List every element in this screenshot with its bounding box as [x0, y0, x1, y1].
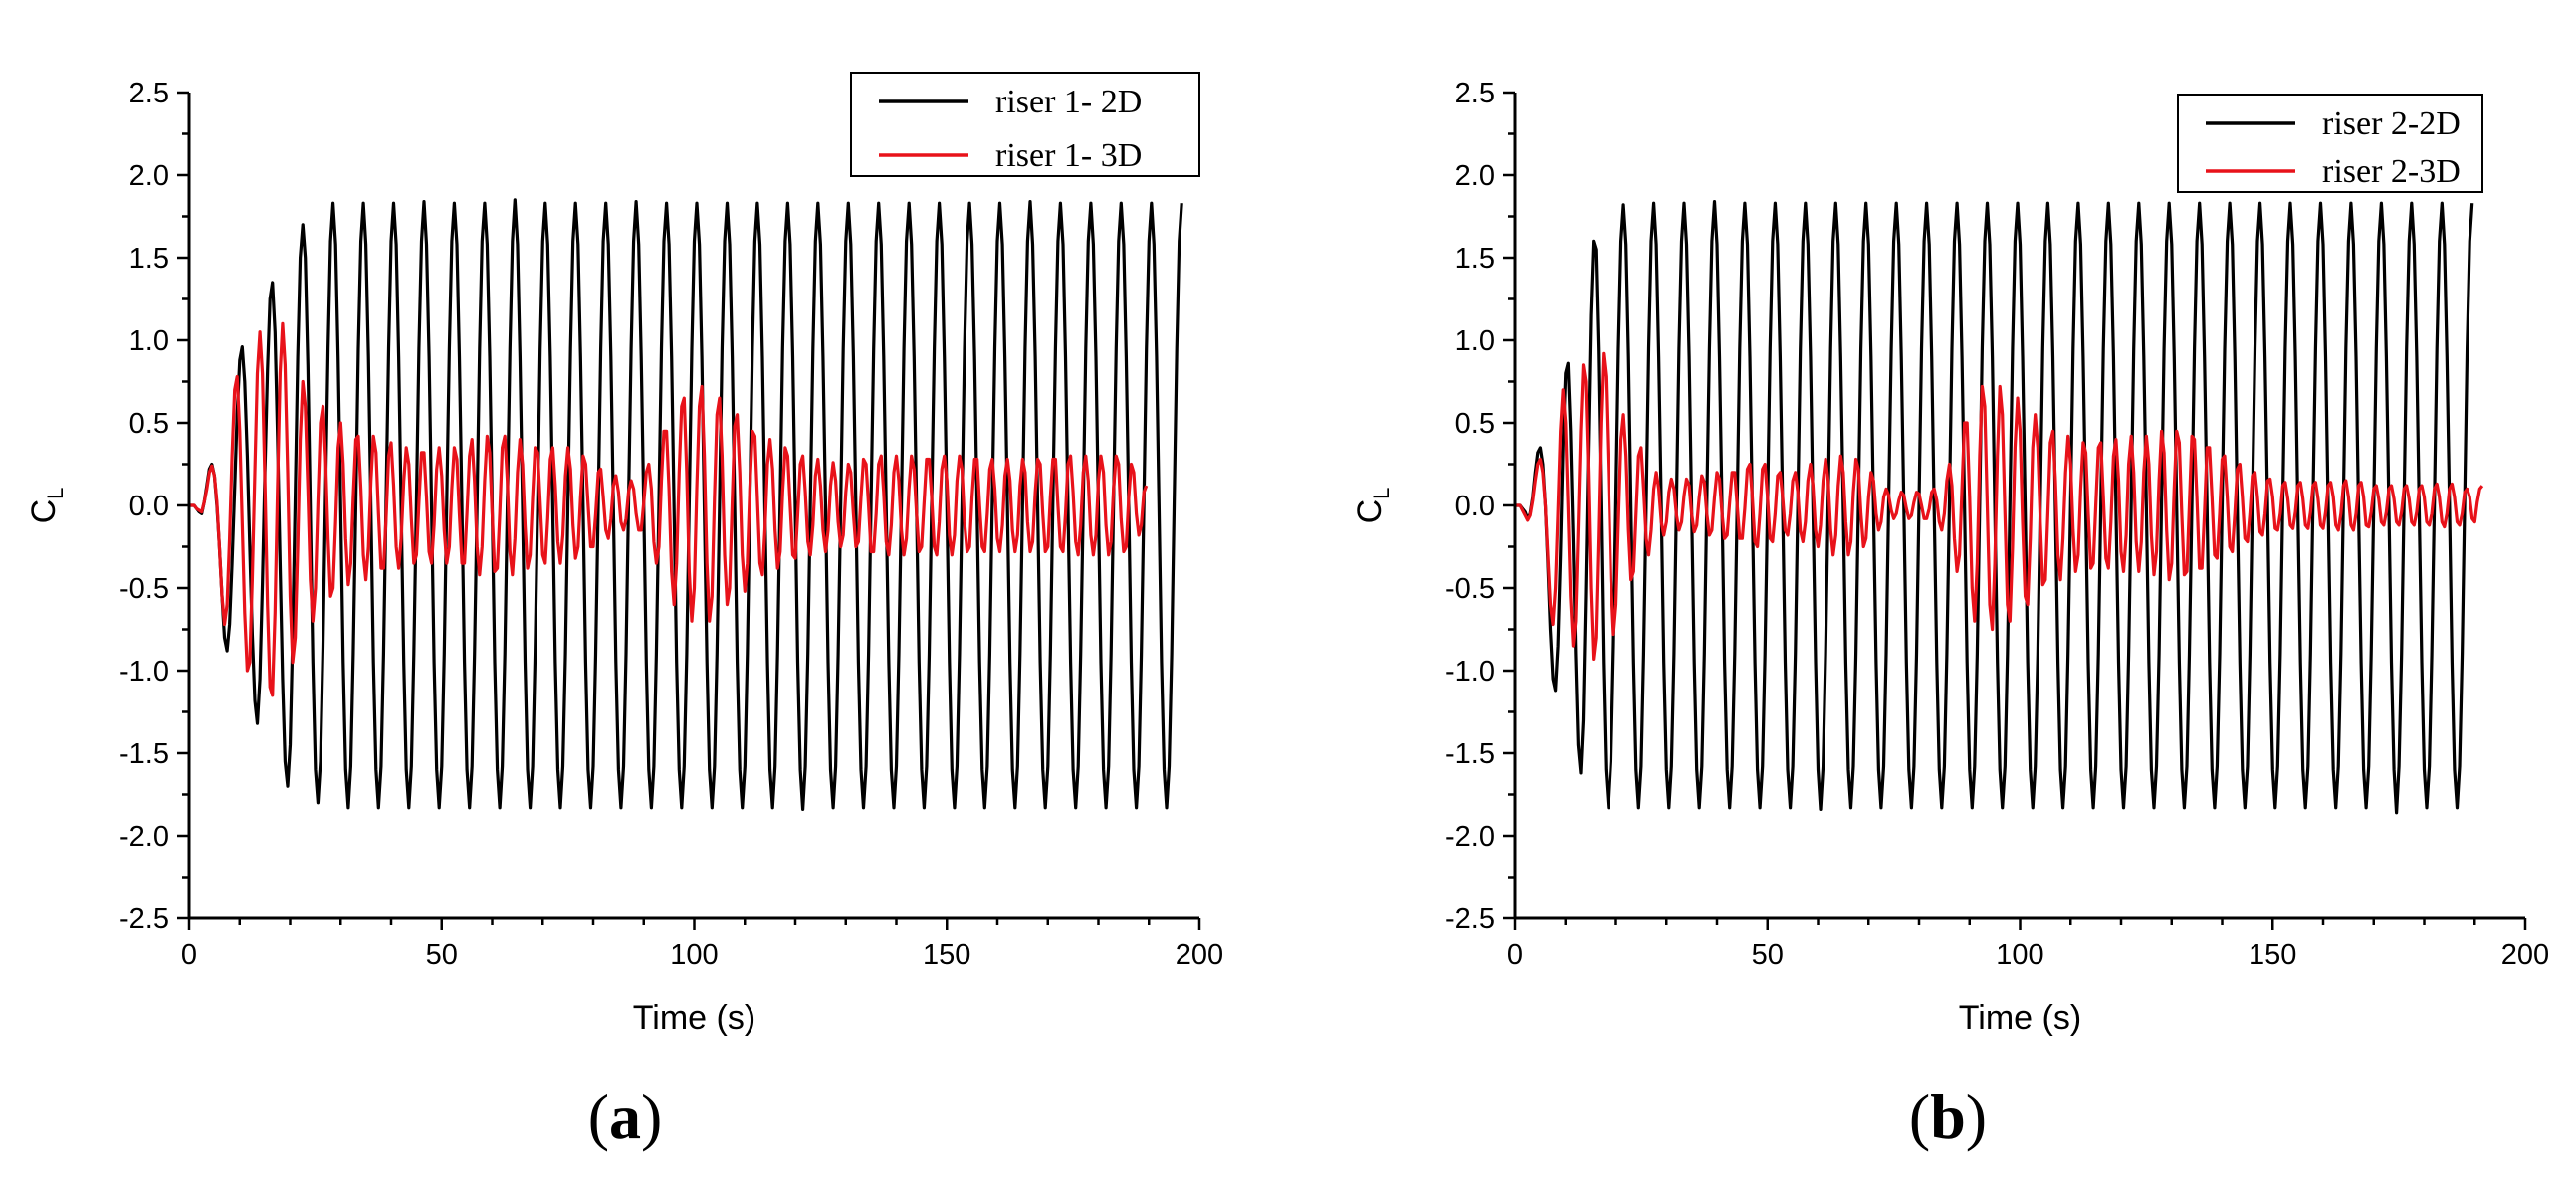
x-axis-title-a: Time (s) [633, 999, 755, 1037]
y-tick-label-b: 2.0 [1455, 160, 1495, 192]
x-tick-label-b: 50 [1752, 939, 1784, 971]
x-tick-label-a: 100 [670, 939, 718, 971]
x-tick-label-b: 100 [1996, 939, 2043, 971]
y-tick-label-a: 0.0 [129, 491, 169, 522]
legend-b: riser 2-2D riser 2-3D [2177, 94, 2483, 193]
ticks-b: -2.5 -2.0 -1.5 -1.0 -0.5 0.0 0.5 1.0 1.5 2.0 2.5 0 5… [1445, 78, 2549, 971]
panel-label-letter-b: b [1930, 1082, 1966, 1152]
panel-label-letter-a: a [609, 1082, 641, 1152]
y-tick-label-b: 0.5 [1455, 408, 1495, 440]
y-tick-label-b: 2.5 [1455, 78, 1495, 109]
ticks-a: -2.5 -2.0 -1.5 -1.0 -0.5 0.0 0.5 1.0 1.5 2.0 2.5 0 5… [119, 78, 1223, 971]
y-tick-label-a: 1.5 [129, 243, 169, 275]
plot-lines-a [189, 198, 1183, 812]
y-axis-title-a: CL [25, 488, 68, 524]
y-tick-label-a: -1.0 [119, 656, 169, 688]
panel-label-b: (b) [1909, 1082, 1987, 1152]
legend-box-a [850, 72, 1200, 177]
y-axis-title-main-b: C [1351, 499, 1389, 524]
y-tick-label-b: 1.0 [1455, 325, 1495, 357]
y-tick-label-a: -2.5 [119, 903, 169, 935]
y-tick-label-a: 2.5 [129, 78, 169, 109]
y-axis-title-sub-a: L [43, 488, 68, 499]
y-tick-label-a: 1.0 [129, 325, 169, 357]
y-tick-label-a: 2.0 [129, 160, 169, 192]
legend-box-b [2177, 94, 2483, 193]
legend-a: riser 1- 2D riser 1- 3D [850, 72, 1200, 177]
legend-label-1-b: riser 2-2D [2322, 105, 2461, 142]
y-tick-label-b: 1.5 [1455, 243, 1495, 275]
y-tick-label-b: -0.5 [1445, 573, 1495, 605]
y-axis-title-b: CL [1351, 488, 1394, 524]
series-line-1-a [189, 198, 1183, 812]
x-axis-title-b: Time (s) [1959, 999, 2081, 1037]
x-tick-label-a: 150 [923, 939, 970, 971]
series-line-1-b [1515, 200, 2474, 815]
y-tick-label-b: -2.5 [1445, 903, 1495, 935]
y-tick-label-b: 0.0 [1455, 491, 1495, 522]
x-tick-label-a: 200 [1176, 939, 1223, 971]
y-tick-label-b: -1.5 [1445, 738, 1495, 770]
y-tick-label-a: -1.5 [119, 738, 169, 770]
x-tick-label-a: 50 [426, 939, 458, 971]
legend-label-2-b: riser 2-3D [2322, 153, 2461, 190]
panel-label-a: (a) [588, 1082, 663, 1152]
legend-label-1-a: riser 1- 2D [995, 84, 1142, 120]
x-tick-label-a: 0 [181, 939, 197, 971]
legend-label-2-a: riser 1- 3D [995, 137, 1142, 174]
x-tick-label-b: 150 [2249, 939, 2296, 971]
y-axis-title-main-a: C [25, 499, 63, 524]
y-tick-label-a: 0.5 [129, 408, 169, 440]
x-tick-label-b: 0 [1507, 939, 1523, 971]
plot-lines-b [1515, 200, 2484, 815]
y-tick-label-a: -2.0 [119, 821, 169, 853]
y-tick-label-b: -1.0 [1445, 656, 1495, 688]
x-tick-label-b: 200 [2501, 939, 2549, 971]
chart-panel-a: -2.5 -2.0 -1.5 -1.0 -0.5 0.0 0.5 1.0 1.5 2.0 2.5 0 5… [25, 72, 1223, 1152]
series-line-2-a [189, 321, 1149, 697]
y-tick-label-b: -2.0 [1445, 821, 1495, 853]
y-axis-title-sub-b: L [1369, 488, 1394, 499]
series-line-2-b [1515, 351, 2484, 662]
chart-panel-b: -2.5 -2.0 -1.5 -1.0 -0.5 0.0 0.5 1.0 1.5 2.0 2.5 0 5… [1351, 78, 2549, 1152]
y-tick-label-a: -0.5 [119, 573, 169, 605]
